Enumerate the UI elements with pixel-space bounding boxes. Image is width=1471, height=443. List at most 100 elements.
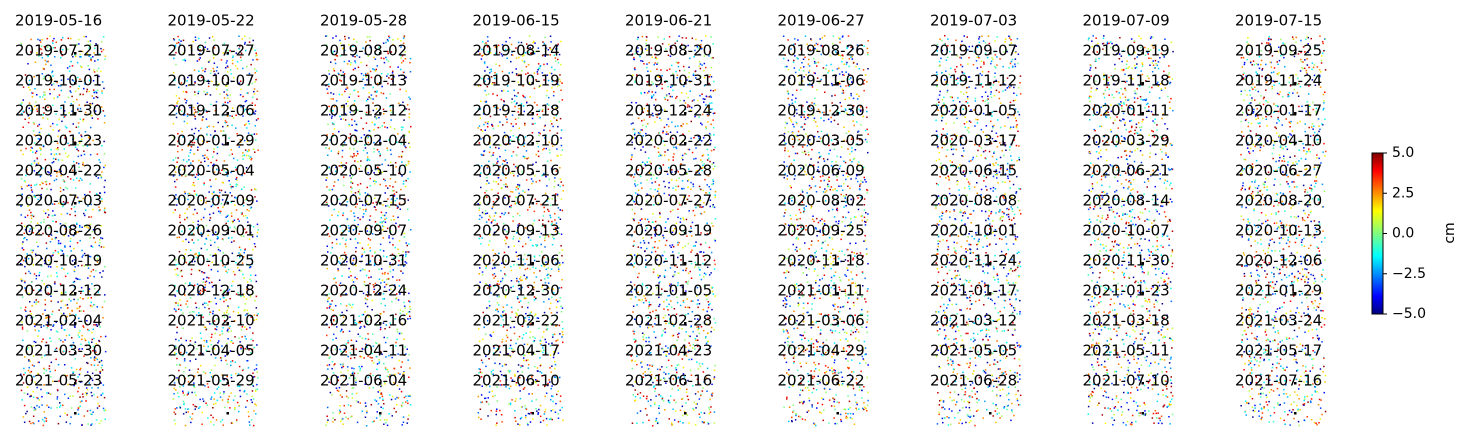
pixel <box>646 49 648 51</box>
pixel <box>1284 210 1286 212</box>
pixel <box>1010 143 1012 146</box>
pixel <box>67 176 69 178</box>
pixel <box>786 165 788 168</box>
pixel <box>512 140 514 142</box>
reference-point <box>989 52 992 55</box>
pixel <box>787 68 790 71</box>
pixel <box>841 88 844 91</box>
pixel <box>27 114 29 117</box>
pixel <box>1322 42 1324 45</box>
pixel <box>648 80 650 83</box>
pixel <box>538 109 541 111</box>
pixel <box>806 144 809 147</box>
pixel <box>790 186 792 189</box>
pixel <box>355 123 358 126</box>
pixel <box>867 133 869 135</box>
pixel <box>490 188 493 191</box>
pixel <box>713 148 715 151</box>
pixel <box>518 143 520 145</box>
pixel <box>182 90 185 93</box>
pixel <box>22 153 24 156</box>
pixel <box>200 76 203 79</box>
pixel <box>331 122 334 124</box>
pixel <box>686 106 689 108</box>
pixel <box>959 211 961 213</box>
pixel <box>1135 66 1138 69</box>
pixel <box>840 105 843 107</box>
pixel <box>334 62 337 65</box>
pixel <box>223 91 225 93</box>
pixel <box>56 175 58 177</box>
pixel <box>198 159 200 162</box>
pixel <box>935 130 938 132</box>
pixel <box>1154 45 1156 48</box>
pixel <box>1240 189 1242 191</box>
pixel <box>637 169 639 171</box>
pixel <box>365 100 368 102</box>
pixel <box>811 148 813 151</box>
pixel <box>646 103 649 105</box>
pixel <box>521 69 523 72</box>
pixel <box>966 121 968 123</box>
pixel <box>847 211 850 214</box>
pixel <box>1012 99 1015 102</box>
pixel <box>709 95 712 97</box>
pixel <box>642 111 644 113</box>
pixel <box>645 125 647 128</box>
pixel <box>366 158 369 160</box>
pixel <box>671 121 673 123</box>
pixel <box>1141 62 1143 64</box>
pixel <box>1311 188 1314 190</box>
pixel <box>227 101 229 104</box>
panel-image <box>1240 95 1326 126</box>
pixel <box>377 169 380 172</box>
pixel <box>991 111 994 113</box>
pixel <box>1266 80 1268 83</box>
pixel <box>1318 130 1320 133</box>
pixel <box>682 65 685 68</box>
pixel <box>489 136 492 139</box>
pixel <box>813 119 815 121</box>
pixel <box>332 133 334 135</box>
pixel <box>688 66 690 68</box>
pixel <box>369 97 372 100</box>
pixel <box>1095 134 1098 136</box>
pixel <box>235 52 237 54</box>
pixel <box>518 186 521 188</box>
pixel <box>1019 82 1021 84</box>
pixel <box>103 122 106 124</box>
pixel <box>1131 78 1134 80</box>
pixel <box>100 50 103 53</box>
pixel <box>229 49 231 52</box>
pixel <box>1306 58 1308 60</box>
pixel <box>1136 132 1139 135</box>
pixel <box>1136 147 1139 150</box>
pixel <box>668 186 670 189</box>
pixel <box>387 40 389 42</box>
pixel <box>506 75 509 77</box>
pixel <box>1147 180 1150 182</box>
pixel <box>1309 104 1311 106</box>
pixel <box>641 129 643 131</box>
pixel <box>64 101 66 103</box>
pixel <box>687 179 690 181</box>
pixel <box>1011 58 1014 61</box>
pixel <box>668 159 670 161</box>
pixel <box>632 136 634 139</box>
pixel <box>1300 60 1303 63</box>
pixel <box>949 96 952 98</box>
pixel <box>972 210 975 212</box>
pixel <box>701 64 703 66</box>
pixel <box>937 145 939 148</box>
pixel <box>541 174 543 177</box>
pixel <box>352 45 354 47</box>
pixel <box>1145 98 1148 100</box>
pixel <box>994 72 996 74</box>
pixel <box>709 188 712 191</box>
pixel <box>335 35 337 37</box>
pixel <box>831 95 833 97</box>
pixel <box>43 210 45 213</box>
pixel <box>256 54 258 56</box>
pixel <box>33 123 35 125</box>
pixel <box>489 48 492 50</box>
